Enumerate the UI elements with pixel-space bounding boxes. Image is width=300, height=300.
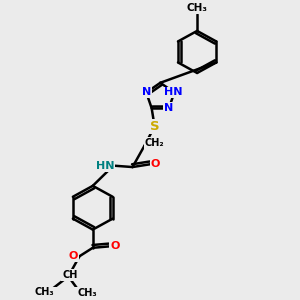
Text: O: O (110, 242, 119, 251)
Text: S: S (150, 120, 159, 133)
Text: HN: HN (96, 160, 114, 171)
Text: O: O (69, 251, 78, 261)
Text: CH₃: CH₃ (187, 3, 208, 13)
Text: CH₂: CH₂ (145, 138, 164, 148)
Text: CH₃: CH₃ (34, 287, 54, 297)
Text: O: O (151, 159, 160, 169)
Text: N: N (142, 88, 151, 98)
Text: CH₃: CH₃ (77, 288, 97, 298)
Text: CH: CH (62, 270, 77, 280)
Text: HN: HN (164, 88, 182, 98)
Text: N: N (164, 103, 174, 113)
